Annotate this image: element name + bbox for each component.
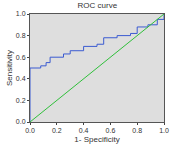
svg-text:0.4: 0.4 (79, 127, 89, 134)
svg-text:0.6: 0.6 (16, 54, 26, 61)
svg-text:Sensitivity: Sensitivity (5, 50, 14, 86)
svg-text:0.8: 0.8 (132, 127, 142, 134)
svg-text:1.0: 1.0 (16, 10, 26, 17)
svg-text:0.0: 0.0 (16, 118, 26, 125)
svg-text:0.6: 0.6 (106, 127, 116, 134)
svg-text:1- Specificity: 1- Specificity (74, 135, 119, 144)
svg-text:ROC curve: ROC curve (78, 1, 118, 10)
svg-text:0.2: 0.2 (16, 97, 26, 104)
svg-text:0.8: 0.8 (16, 32, 26, 39)
svg-text:0.0: 0.0 (25, 127, 35, 134)
svg-text:0.4: 0.4 (16, 75, 26, 82)
svg-text:0.2: 0.2 (52, 127, 62, 134)
svg-text:1.0: 1.0 (159, 127, 169, 134)
